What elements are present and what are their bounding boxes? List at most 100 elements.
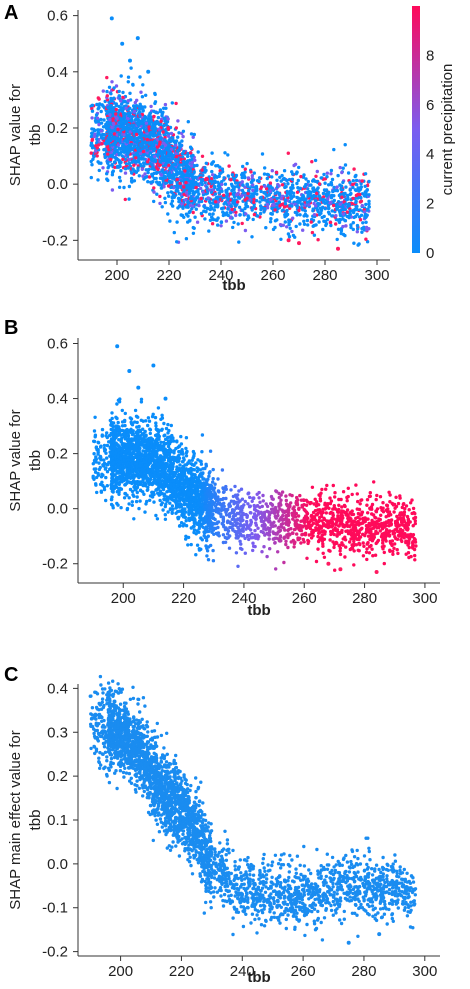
data-point: [195, 163, 199, 168]
data-point: [213, 180, 217, 185]
data-point: [341, 490, 346, 494]
data-point: [285, 178, 289, 183]
data-point: [178, 145, 182, 149]
data-point: [109, 157, 113, 162]
data-point: [191, 231, 196, 235]
data-point: [129, 179, 134, 183]
data-point: [201, 190, 205, 195]
data-point: [181, 206, 185, 210]
data-point: [354, 193, 359, 198]
colorbar-tick-label: 8: [426, 47, 434, 64]
data-point: [214, 174, 218, 179]
data-point: [364, 192, 368, 196]
data-point: [90, 137, 95, 142]
data-point: [166, 431, 170, 435]
data-point: [255, 187, 259, 191]
data-point: [341, 180, 345, 185]
data-point: [117, 185, 122, 189]
data-point: [225, 520, 230, 525]
data-point: [196, 150, 200, 154]
data-point: [147, 125, 151, 129]
data-point: [152, 134, 156, 138]
data-point: [136, 415, 140, 419]
data-point: [156, 154, 160, 158]
data-point: [366, 511, 370, 515]
data-point: [102, 118, 106, 122]
data-point: [110, 80, 114, 84]
data-point: [105, 94, 110, 98]
data-point: [104, 475, 108, 480]
data-point: [345, 524, 350, 528]
y-tick-label: 0.4: [47, 64, 68, 81]
data-point: [138, 499, 142, 503]
data-point: [160, 169, 164, 173]
data-point: [269, 197, 273, 201]
data-point: [93, 433, 98, 437]
data-point: [112, 86, 116, 90]
data-point: [123, 119, 128, 123]
data-point: [335, 189, 340, 193]
data-point: [96, 178, 100, 182]
data-point: [359, 195, 363, 200]
data-point: [183, 169, 187, 173]
data-point: [136, 119, 140, 123]
data-point: [318, 195, 322, 199]
data-point: [174, 168, 178, 173]
data-point: [166, 153, 171, 157]
data-point: [200, 154, 205, 158]
data-point: [123, 139, 127, 143]
data-point: [297, 208, 301, 213]
data-point: [216, 197, 220, 201]
data-point: [182, 185, 186, 189]
data-point: [114, 112, 118, 116]
data-point: [268, 184, 272, 189]
data-point: [287, 235, 292, 239]
data-point: [108, 113, 112, 117]
data-point: [146, 170, 150, 175]
data-point: [209, 177, 214, 181]
data-point: [184, 160, 188, 165]
data-point: [216, 223, 220, 227]
data-point: [332, 185, 336, 190]
data-point: [338, 165, 342, 170]
data-point: [289, 190, 294, 194]
data-point: [203, 170, 207, 174]
data-point: [290, 493, 294, 498]
data-point: [197, 200, 201, 204]
data-point: [127, 197, 131, 201]
data-point: [129, 420, 133, 424]
data-point: [252, 171, 256, 175]
x-axis-label: tbb: [222, 277, 245, 294]
data-point: [280, 490, 285, 494]
data-point: [257, 179, 261, 184]
panel-label-b: B: [4, 317, 19, 339]
data-point: [137, 135, 142, 140]
data-point: [110, 143, 115, 147]
data-point: [132, 153, 137, 157]
data-point: [278, 223, 283, 227]
data-point: [290, 177, 295, 181]
data-point: [114, 107, 119, 112]
data-point: [363, 184, 367, 188]
data-point: [323, 181, 327, 185]
data-point: [326, 197, 330, 201]
data-point: [186, 154, 190, 159]
data-point: [152, 171, 156, 176]
data-point: [134, 104, 139, 108]
data-point: [330, 193, 334, 198]
data-point: [384, 539, 388, 543]
data-point: [227, 164, 231, 168]
data-point: [204, 161, 208, 165]
data-point: [298, 222, 302, 226]
data-point: [122, 111, 126, 116]
data-point: [207, 229, 211, 233]
data-point: [234, 213, 238, 218]
data-point: [197, 548, 202, 552]
data-point: [205, 538, 209, 543]
data-point: [136, 160, 141, 164]
data-point: [122, 133, 126, 137]
data-point: [95, 137, 99, 141]
data-point: [164, 181, 168, 185]
data-point: [345, 210, 349, 214]
data-point: [90, 103, 95, 108]
